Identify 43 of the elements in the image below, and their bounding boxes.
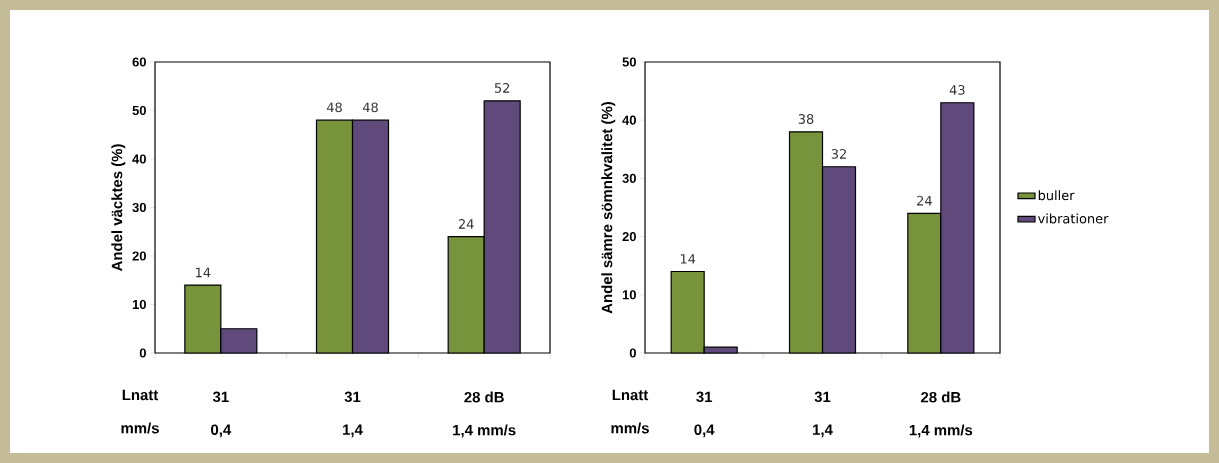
legend-label: buller [1038,190,1075,201]
x-tick-label: 31 [344,391,361,403]
y-tick-label: 60 [132,57,146,67]
y-tick-label: 0 [629,348,636,358]
text: Lnatt [122,389,159,401]
y-tick-label: 10 [132,299,146,310]
y-axis-title: Andel väcktes (%) [111,144,126,272]
data-label: 14 [680,254,696,264]
data-label: 24 [458,219,474,229]
data-label: 14 [196,267,211,278]
y-tick-label: 50 [622,57,636,67]
text: mm/s [121,422,159,434]
data-label: 43 [949,85,965,95]
text: Lnatt [612,389,649,401]
text: 1,4 [813,424,833,438]
y-tick-label: 40 [622,115,636,125]
x-tick-label: 28 dB [464,391,504,403]
y-tick-label: 20 [622,232,636,242]
data-label: 48 [362,102,378,113]
data-label: 24 [917,195,932,206]
text: mm/s [611,422,649,434]
y-tick-label: 20 [132,251,146,261]
x-tick-label: 28 dB [921,391,961,403]
y-tick-label: 30 [622,173,636,183]
y-tick-label: 50 [132,105,146,116]
x-tick-label: 31 [212,391,229,403]
x-tick-label: 31 [696,391,713,403]
text: 0,4 [211,424,232,438]
text: 0,4 [694,424,715,438]
data-label: 52 [494,83,510,93]
y-tick-label: 40 [132,154,146,164]
legend-label: vibrationer [1037,213,1109,224]
x-tick-label: 31 [814,391,831,403]
text: 1,4 [343,424,363,438]
y-tick-label: 10 [622,290,636,300]
y-tick-label: 30 [132,202,146,213]
data-label: 32 [831,149,846,159]
y-tick-label: 0 [139,348,146,358]
text: 1,4 mm/s [909,424,973,438]
data-label: 38 [798,114,814,124]
data-label: 48 [326,102,342,113]
text: 1,4 mm/s [453,424,516,438]
y-axis-title: Andel sämre sömnkvalitet (%) [601,101,616,314]
